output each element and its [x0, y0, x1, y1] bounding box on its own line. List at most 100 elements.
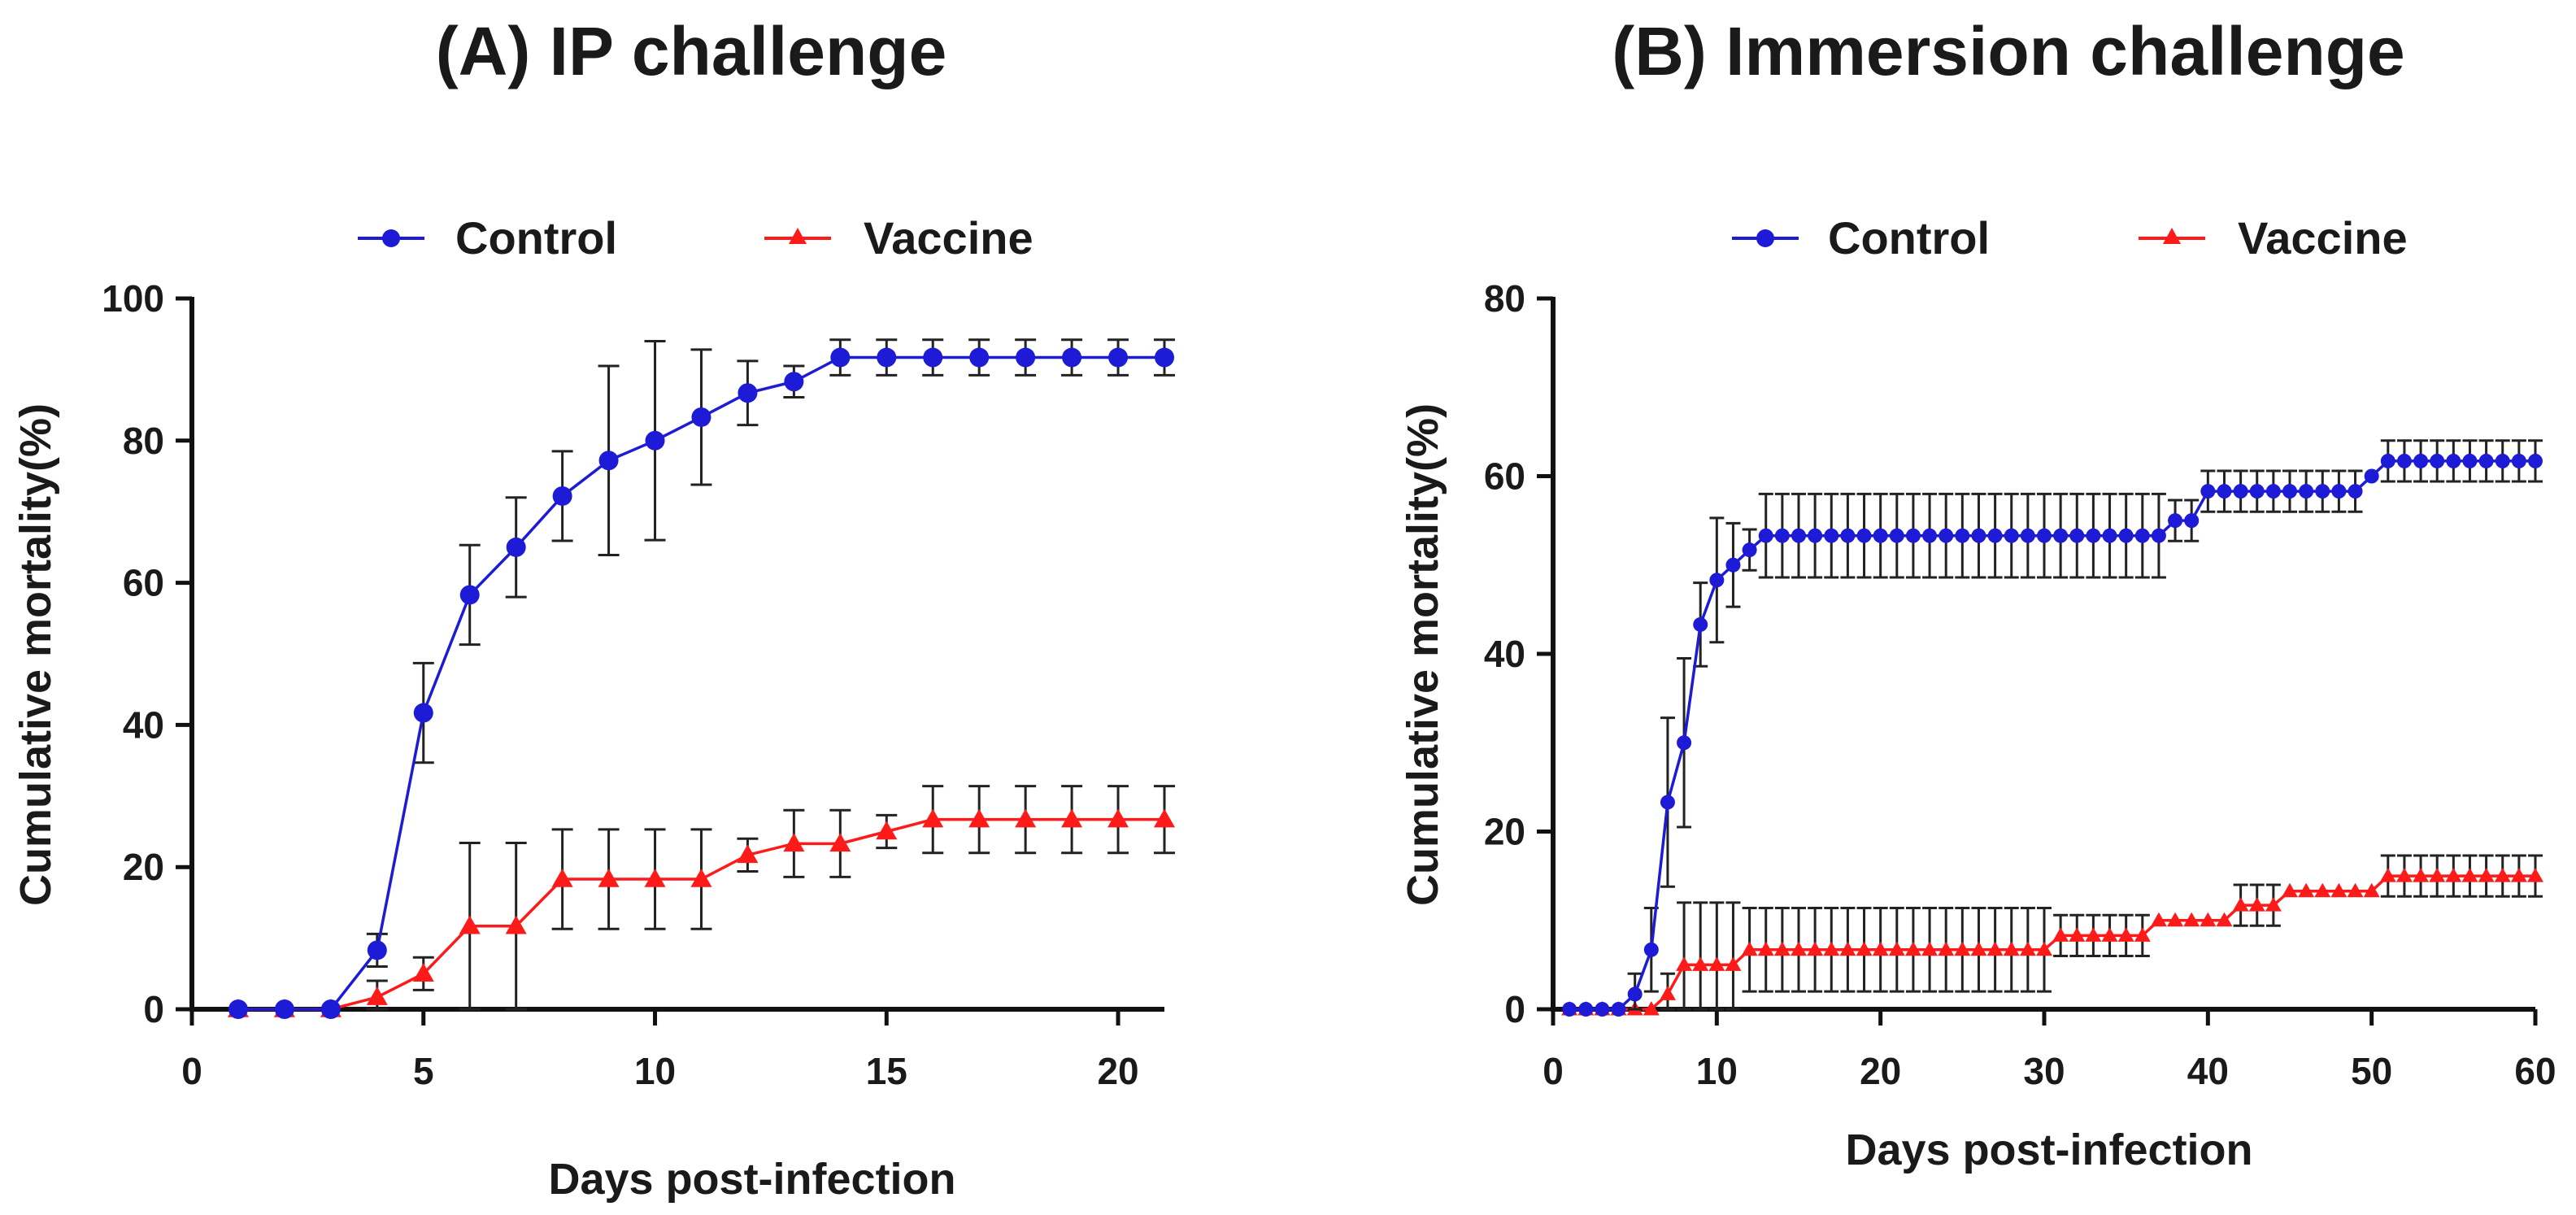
x-tick-label: 10	[634, 1050, 676, 1092]
data-point	[412, 963, 434, 982]
data-point	[1823, 941, 1840, 956]
data-point	[2462, 453, 2478, 468]
data-point	[228, 999, 248, 1019]
data-point	[1562, 1002, 1577, 1017]
data-point	[1954, 941, 1971, 956]
data-point	[2430, 453, 2445, 468]
y-tick-label: 20	[123, 846, 164, 888]
data-point	[2004, 528, 2019, 543]
data-point	[2527, 868, 2543, 882]
legend: Control Vaccine	[358, 212, 1033, 263]
y-tick-label: 80	[1484, 277, 1525, 320]
data-point	[1808, 528, 1823, 543]
data-point	[2217, 484, 2232, 499]
data-point	[2053, 528, 2069, 543]
data-point	[367, 940, 387, 960]
data-point	[2282, 882, 2298, 898]
data-point	[1015, 808, 1037, 828]
data-point	[2413, 868, 2430, 882]
data-point	[2248, 897, 2265, 912]
series-line	[1569, 459, 2535, 1011]
x-tick-label: 20	[1097, 1050, 1138, 1092]
data-point	[1939, 528, 1954, 543]
error-bar	[1693, 901, 1708, 1011]
data-point	[737, 844, 759, 864]
y-tick-label: 0	[143, 988, 164, 1030]
data-point	[1611, 1002, 1626, 1017]
data-point	[1643, 942, 1659, 957]
legend-vaccine-label: Vaccine	[2238, 212, 2408, 263]
axes: 0 5 10 15 20 0 20 40 60 80 100	[102, 277, 1164, 1092]
y-tick-label: 60	[123, 562, 164, 604]
x-tick-label: 30	[2023, 1050, 2065, 1092]
data-point	[1677, 735, 1692, 751]
data-point	[829, 833, 851, 852]
data-point	[2478, 453, 2494, 468]
data-point	[2413, 453, 2429, 468]
data-point	[2511, 453, 2526, 468]
data-point	[1888, 941, 1905, 956]
data-point	[691, 407, 711, 427]
data-point	[2101, 927, 2118, 942]
data-point	[2395, 868, 2413, 882]
data-point	[830, 347, 851, 368]
data-point	[922, 808, 944, 828]
data-point	[2102, 528, 2117, 543]
data-point	[1921, 941, 1939, 956]
data-point	[1061, 808, 1083, 828]
x-axis-label: Days post-infection	[548, 1155, 955, 1204]
data-point	[2183, 912, 2200, 927]
data-point	[1987, 528, 2003, 543]
data-point	[2298, 882, 2315, 898]
data-point	[1741, 941, 1758, 956]
legend-vaccine-marker	[789, 228, 807, 244]
x-tick-label: 0	[181, 1050, 202, 1092]
data-point	[969, 347, 990, 368]
x-tick-label: 20	[1860, 1050, 1901, 1092]
data-point	[2168, 513, 2183, 529]
data-point	[1659, 986, 1676, 1000]
data-point	[459, 585, 480, 605]
data-point	[2216, 912, 2233, 927]
data-point	[2363, 882, 2380, 898]
data-point	[1578, 1002, 1594, 1017]
data-point	[1773, 941, 1791, 956]
data-point	[2003, 941, 2020, 956]
data-point	[2495, 453, 2510, 468]
data-point	[645, 430, 665, 451]
data-point	[1807, 941, 1824, 956]
series-vaccine	[1561, 854, 2543, 1016]
data-point	[1922, 528, 1938, 543]
legend-vaccine-marker	[2163, 228, 2181, 244]
data-point	[1872, 941, 1889, 956]
data-point	[783, 833, 805, 852]
data-point	[1107, 808, 1129, 828]
data-point	[1774, 528, 1790, 543]
series-control	[228, 338, 1175, 1019]
data-point	[2348, 484, 2363, 499]
data-point	[2150, 912, 2167, 927]
y-tick-label: 80	[123, 420, 164, 462]
data-point	[2528, 453, 2543, 468]
data-point	[2282, 484, 2297, 499]
data-point	[1062, 347, 1082, 368]
data-point	[1970, 941, 1987, 956]
panel-b-immersion-challenge: (B) Immersion challenge Control Vaccine …	[1399, 13, 2556, 1174]
y-tick-label: 0	[1504, 988, 1525, 1030]
data-point	[1108, 347, 1129, 368]
data-point	[1758, 528, 1773, 543]
data-point	[1873, 528, 1888, 543]
series-control	[1562, 439, 2543, 1017]
data-point	[413, 703, 433, 723]
data-point	[2446, 453, 2461, 468]
data-point	[1791, 941, 1807, 956]
x-tick-label: 10	[1696, 1050, 1738, 1092]
data-point	[2037, 528, 2052, 543]
data-point	[690, 869, 712, 887]
data-point	[366, 986, 388, 1005]
data-point	[923, 347, 943, 368]
chart-title: (A) IP challenge	[436, 13, 947, 89]
data-point	[1839, 941, 1856, 956]
y-tick-label: 40	[123, 703, 164, 746]
data-point	[2347, 882, 2364, 898]
